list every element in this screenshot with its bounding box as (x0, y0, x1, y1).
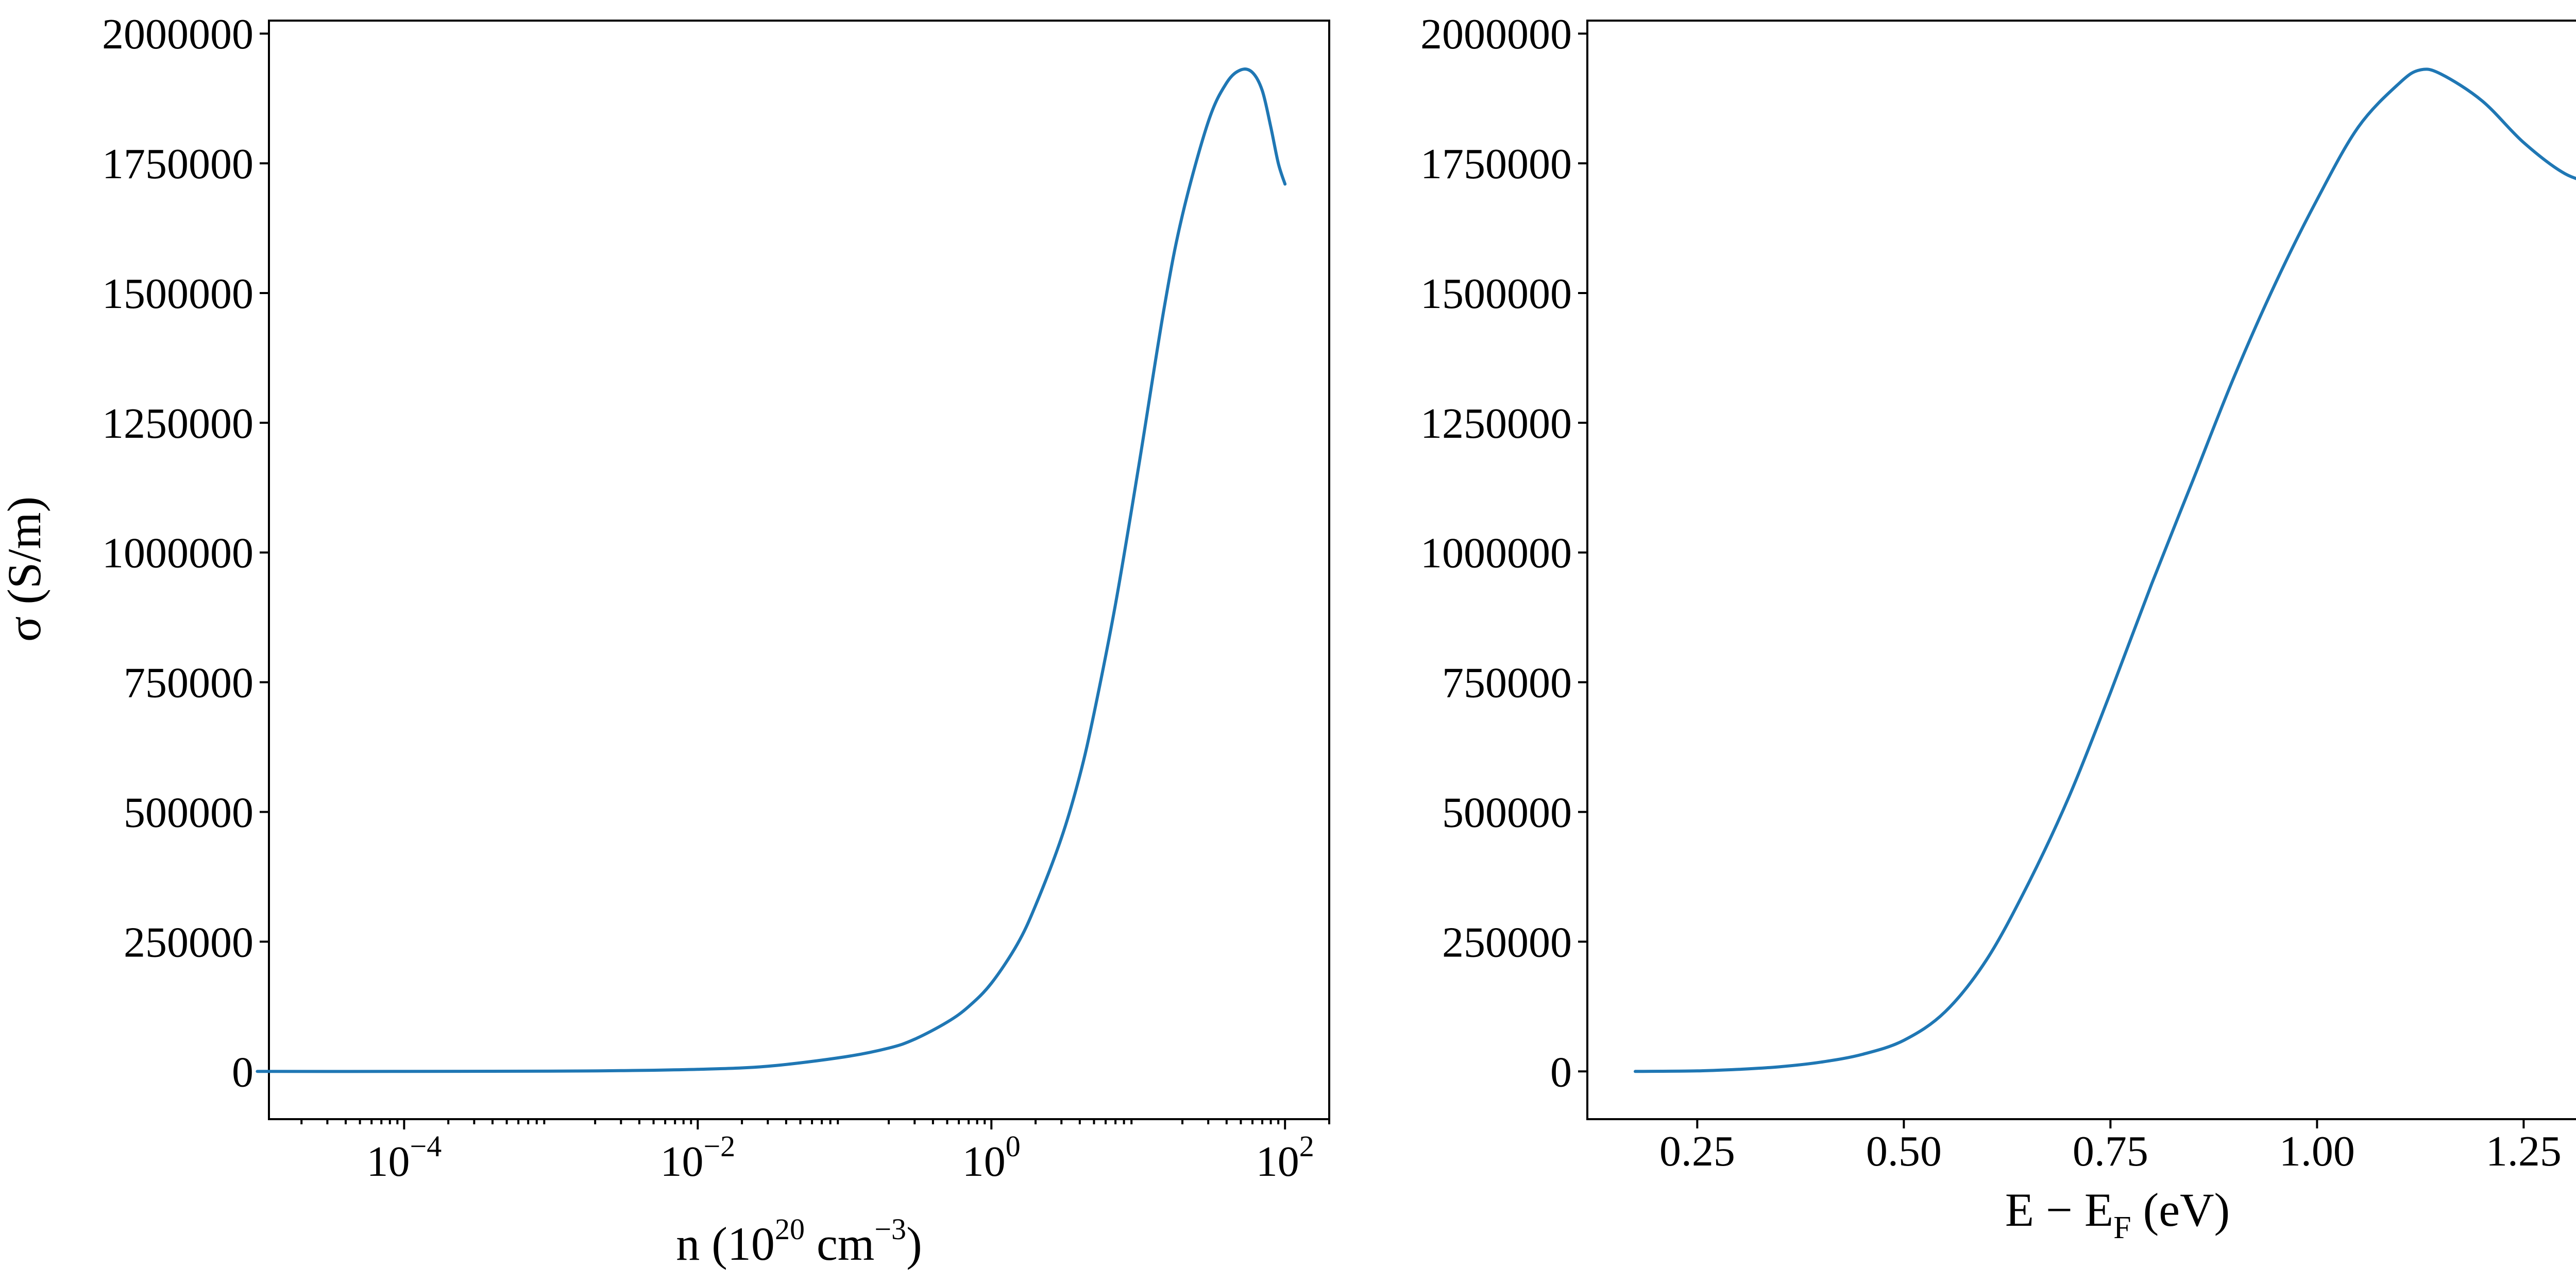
right-x-tick-label: 0.25 (1659, 1127, 1735, 1175)
left-x-tick-label: 10−2 (660, 1129, 735, 1186)
left-y-tick-label: 1000000 (102, 529, 253, 577)
right-y-tick-label: 750000 (1442, 659, 1572, 707)
left-y-tick-label: 1250000 (102, 400, 253, 448)
right-x-tick-label: 0.75 (2073, 1127, 2148, 1175)
left-chart-panel: 0 250000 500000 750000 1000000 1250000 1500000… (0, 10, 1330, 1270)
left-x-tick-label: 102 (1256, 1129, 1314, 1186)
right-x-axis-label: E − EF (eV) (2005, 1184, 2230, 1245)
right-y-tick-label: 1750000 (1420, 140, 1572, 188)
right-y-ticks: 0 250000 500000 750000 1000000 1250000 1500000… (1420, 10, 1587, 1096)
left-series-line (256, 67, 1287, 1073)
left-y-tick-label: 1750000 (102, 140, 253, 188)
right-y-tick-label: 1500000 (1420, 270, 1572, 318)
right-x-tick-label: 1.00 (2279, 1127, 2355, 1175)
left-x-ticks: 10−4 10−2 100 102 (300, 1119, 1330, 1186)
left-y-tick-label: 2000000 (102, 10, 253, 58)
right-y-tick-label: 250000 (1442, 918, 1572, 966)
right-y-tick-label: 1000000 (1420, 529, 1572, 577)
left-y-tick-label: 250000 (124, 918, 253, 966)
right-x-tick-label: 1.25 (2486, 1127, 2562, 1175)
right-chart-panel: 0 250000 500000 750000 1000000 1250000 1500000… (1420, 10, 2576, 1245)
right-plot-area (1586, 20, 2576, 1120)
right-y-tick-label: 0 (1550, 1048, 1572, 1096)
left-x-tick-label: 10−4 (367, 1129, 442, 1186)
right-x-tick-label: 0.50 (1866, 1127, 1942, 1175)
left-y-ticks: 0 250000 500000 750000 1000000 1250000 1500000… (102, 10, 269, 1096)
right-x-ticks: 0.25 0.50 0.75 1.00 1.25 (1659, 1119, 2562, 1175)
left-x-axis-label: n (1020 cm−3) (676, 1212, 922, 1270)
left-y-tick-label: 500000 (124, 789, 253, 837)
left-y-tick-label: 750000 (124, 659, 253, 707)
left-y-tick-label: 1500000 (102, 270, 253, 318)
left-x-tick-label: 100 (962, 1129, 1021, 1186)
right-y-tick-label: 500000 (1442, 789, 1572, 837)
left-plot-area (268, 20, 1330, 1120)
right-series-line (1634, 67, 2576, 1073)
right-y-tick-label: 1250000 (1420, 400, 1572, 448)
left-y-tick-label: 0 (232, 1048, 253, 1096)
left-y-axis-label: σ (S/m) (0, 496, 50, 642)
right-y-tick-label: 2000000 (1420, 10, 1572, 58)
